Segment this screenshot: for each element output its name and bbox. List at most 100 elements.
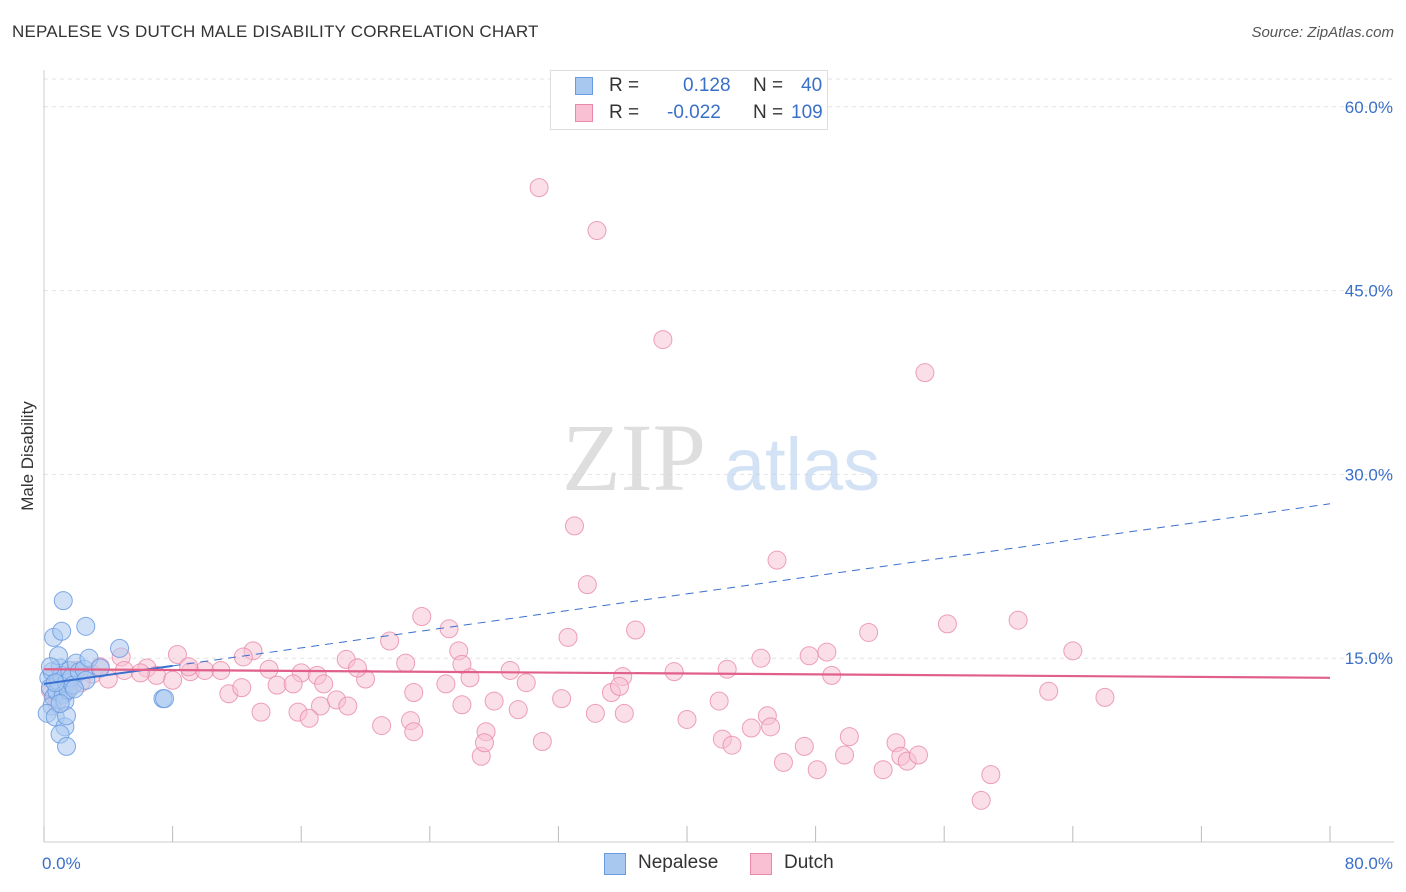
axes bbox=[43, 70, 1394, 843]
nepalese-point bbox=[40, 657, 60, 677]
nepalese-point bbox=[52, 621, 72, 641]
dutch-point bbox=[396, 653, 416, 673]
r-value: -0.022 bbox=[667, 102, 721, 123]
nepalese-point bbox=[65, 679, 85, 699]
dutch-point bbox=[794, 736, 814, 756]
dutch-point bbox=[585, 703, 605, 723]
dutch-points bbox=[40, 178, 1115, 810]
dutch-point bbox=[807, 760, 827, 780]
dutch-point bbox=[516, 673, 536, 693]
dutch-legend-label: Dutch bbox=[784, 852, 834, 873]
dutch-point bbox=[484, 691, 504, 711]
dutch-point bbox=[799, 646, 819, 666]
dutch-point bbox=[474, 733, 494, 753]
dutch-point bbox=[937, 614, 957, 634]
dutch-point bbox=[709, 691, 729, 711]
dutch-point bbox=[614, 703, 634, 723]
dutch-point bbox=[577, 575, 597, 595]
nepalese-legend-swatch bbox=[604, 853, 626, 875]
nepalese-point bbox=[110, 638, 130, 658]
y-tick-label: 60.0% bbox=[1345, 98, 1393, 117]
dutch-point bbox=[372, 716, 392, 736]
y-tick-label: 30.0% bbox=[1345, 465, 1393, 484]
dutch-point bbox=[179, 657, 199, 677]
nepalese-point bbox=[76, 616, 96, 636]
dutch-point bbox=[558, 627, 578, 647]
watermark-zip: ZIP bbox=[562, 404, 706, 511]
dutch-point bbox=[439, 619, 459, 639]
nepalese-point bbox=[53, 591, 73, 611]
dutch-point bbox=[751, 648, 771, 668]
dutch-swatch bbox=[575, 104, 593, 122]
nepalese-swatch bbox=[575, 77, 593, 95]
dutch-point bbox=[259, 659, 279, 679]
watermark-atlas: atlas bbox=[724, 423, 880, 506]
dutch-point bbox=[664, 662, 684, 682]
nepalese-legend-label: Nepalese bbox=[638, 852, 719, 873]
dutch-point bbox=[460, 668, 480, 688]
x-tick-label-max: 80.0% bbox=[1345, 854, 1393, 873]
nepalese-point bbox=[57, 736, 77, 756]
dutch-point bbox=[251, 702, 271, 722]
n-value: 109 bbox=[791, 102, 823, 123]
dutch-point bbox=[529, 178, 549, 198]
watermark: ZIP atlas bbox=[562, 404, 880, 511]
dutch-point bbox=[859, 622, 879, 642]
dutch-point bbox=[839, 727, 859, 747]
dutch-point bbox=[1063, 641, 1083, 661]
stats-legend: R = 0.128 N = 40 R = -0.022 N = 109 bbox=[550, 70, 828, 130]
dutch-point bbox=[981, 765, 1001, 785]
r-value: 0.128 bbox=[683, 75, 731, 96]
dutch-point bbox=[908, 745, 928, 765]
x-tick-label-min: 0.0% bbox=[42, 854, 81, 873]
dutch-point bbox=[299, 708, 319, 728]
dutch-point bbox=[915, 363, 935, 383]
nepalese-points bbox=[37, 591, 175, 756]
dutch-point bbox=[314, 674, 334, 694]
dutch-point bbox=[338, 696, 358, 716]
dutch-point bbox=[609, 676, 629, 696]
dutch-legend-swatch bbox=[750, 853, 772, 875]
dutch-point bbox=[412, 607, 432, 627]
dutch-point bbox=[283, 674, 303, 694]
dutch-point bbox=[761, 717, 781, 737]
dutch-point bbox=[232, 678, 252, 698]
dutch-point bbox=[347, 658, 367, 678]
y-axis-label: Male Disability bbox=[18, 401, 37, 511]
dutch-point bbox=[653, 330, 673, 350]
dutch-point bbox=[626, 620, 646, 640]
y-tick-label: 45.0% bbox=[1345, 282, 1393, 301]
dutch-point bbox=[532, 732, 552, 752]
dutch-point bbox=[767, 550, 787, 570]
dutch-point bbox=[552, 689, 572, 709]
nepalese-trend-dashed bbox=[172, 503, 1331, 667]
dutch-point bbox=[508, 700, 528, 720]
source-label: Source: ZipAtlas.com bbox=[1251, 24, 1394, 41]
n-value: 40 bbox=[801, 75, 823, 96]
y-tick-label: 15.0% bbox=[1345, 649, 1393, 668]
dutch-point bbox=[1039, 681, 1059, 701]
dutch-point bbox=[773, 752, 793, 772]
dutch-point bbox=[1095, 687, 1115, 707]
tick-labels: 15.0% 30.0% 45.0% 60.0% 0.0% 80.0% bbox=[42, 98, 1393, 873]
n-label: N = bbox=[753, 102, 784, 123]
trend-lines bbox=[43, 503, 1331, 685]
dutch-point bbox=[677, 709, 697, 729]
dutch-point bbox=[500, 660, 520, 680]
grid-lines bbox=[44, 78, 1394, 659]
dutch-point bbox=[741, 718, 761, 738]
dutch-point bbox=[817, 642, 837, 662]
dutch-point bbox=[835, 745, 855, 765]
chart-title: NEPALESE VS DUTCH MALE DISABILITY CORREL… bbox=[12, 22, 539, 41]
dutch-trend-line bbox=[43, 668, 1331, 679]
dutch-point bbox=[564, 516, 584, 536]
dutch-point bbox=[404, 683, 424, 703]
dutch-point bbox=[167, 645, 187, 665]
dutch-point bbox=[1008, 610, 1028, 630]
dutch-point bbox=[436, 674, 456, 694]
dutch-point bbox=[587, 221, 607, 241]
dutch-point bbox=[717, 659, 737, 679]
dutch-point bbox=[722, 735, 742, 755]
dutch-point bbox=[233, 647, 253, 667]
